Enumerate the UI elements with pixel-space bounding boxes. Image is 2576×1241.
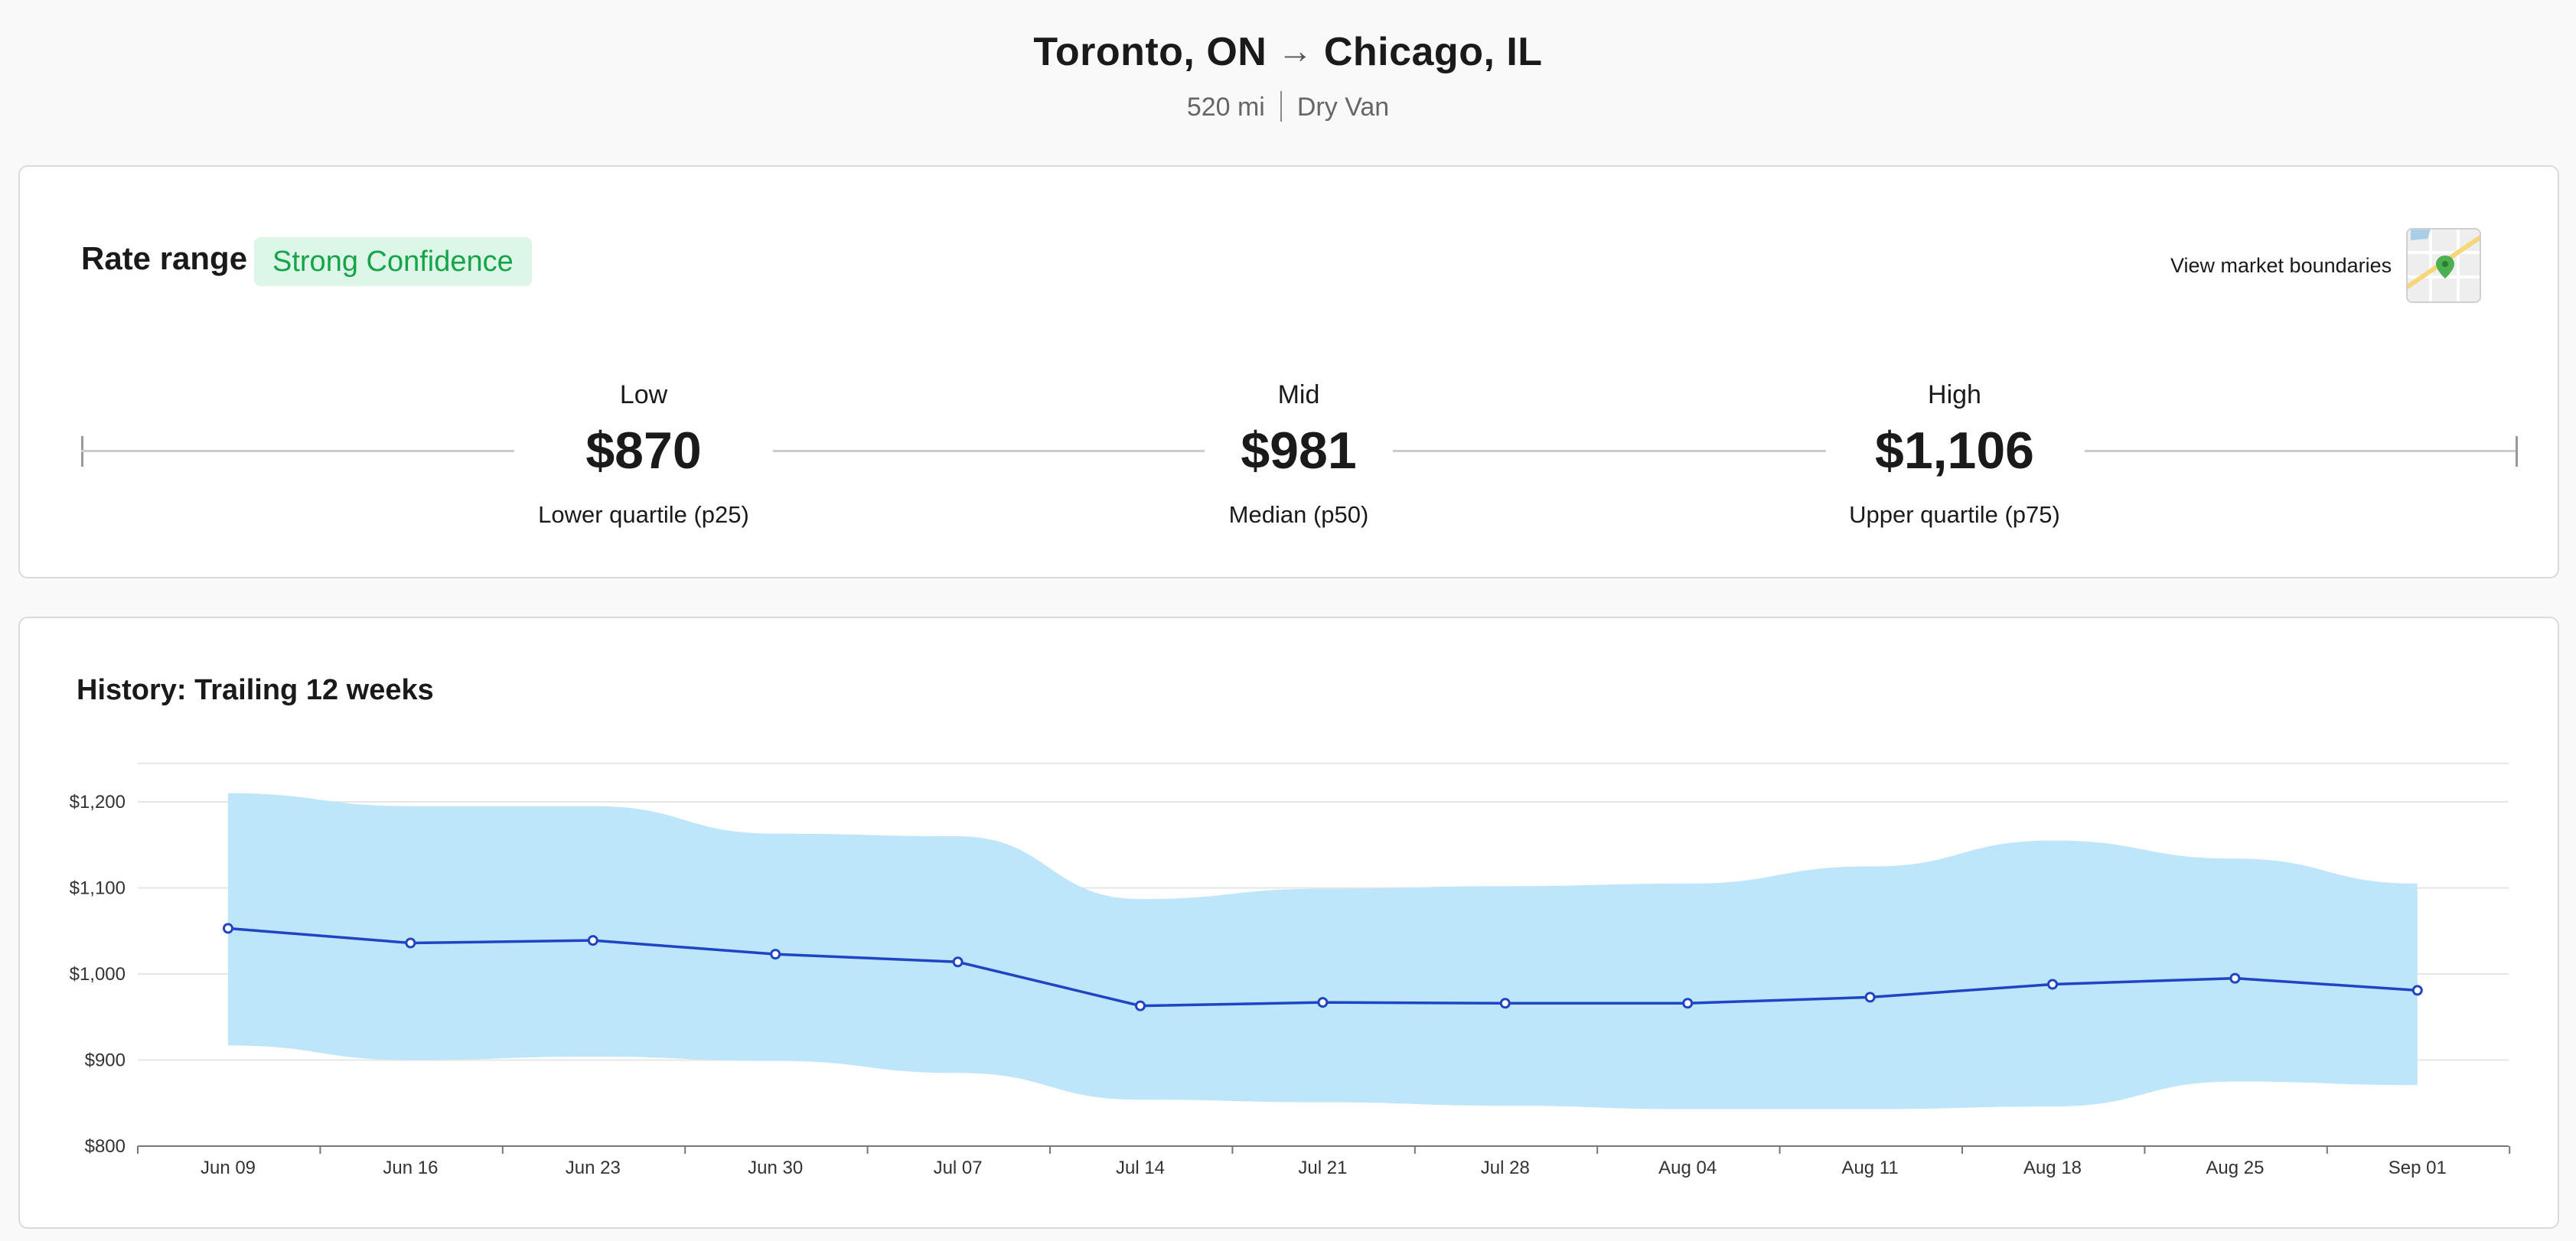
median-point xyxy=(770,949,781,960)
median-point xyxy=(223,923,233,934)
map-icon xyxy=(2408,230,2480,301)
confidence-badge: Strong Confidence xyxy=(254,237,532,286)
x-tick-label: Jul 14 xyxy=(1116,1158,1165,1178)
stat-mid-value: $981 xyxy=(1241,422,1357,480)
stat-low-desc: Lower quartile (p25) xyxy=(538,501,749,528)
lane-header: Toronto, ON → Chicago, IL 520 mi Dry Van xyxy=(0,26,2576,123)
range-line-segment xyxy=(81,450,514,452)
history-title: History: Trailing 12 weeks xyxy=(77,674,434,706)
x-tick-label: Aug 25 xyxy=(2206,1158,2264,1178)
y-tick-label: $1,200 xyxy=(70,792,126,813)
stat-mid-label: Mid xyxy=(1277,380,1320,409)
history-chart: Jun 09 Jun 16 Jun 23 Jun 30 Jul 07 Jul 14 Jul … xyxy=(70,762,2511,1178)
stat-high-label: High xyxy=(1928,380,1981,409)
x-tick-label: Aug 04 xyxy=(1658,1158,1717,1178)
median-point xyxy=(2047,979,2058,990)
stat-high-desc: Upper quartile (p75) xyxy=(1849,501,2060,528)
lane-distance: 520 mi xyxy=(1186,93,1265,122)
range-end-cap xyxy=(2516,436,2518,467)
median-point xyxy=(1864,992,1876,1003)
arrow-right-icon: → xyxy=(1277,31,1313,70)
stat-low-value: $870 xyxy=(585,422,702,480)
x-tick-label: Aug 18 xyxy=(2023,1158,2082,1178)
x-tick-label: Sep 01 xyxy=(2389,1158,2447,1178)
x-tick-label: Jul 07 xyxy=(934,1158,983,1178)
median-point xyxy=(587,935,598,946)
median-point xyxy=(2411,985,2423,996)
x-tick-label: Jul 21 xyxy=(1298,1158,1347,1178)
equipment-type: Dry Van xyxy=(1296,93,1390,122)
stat-mid-desc: Median (p50) xyxy=(1228,501,1369,528)
confidence-band xyxy=(228,793,2418,1109)
lane-details: 520 mi Dry Van xyxy=(0,91,2576,123)
median-point xyxy=(1135,1000,1146,1011)
median-point xyxy=(2229,972,2241,984)
median-point xyxy=(405,937,416,949)
range-line-segment xyxy=(773,450,1205,452)
rate-range-title: Rate range xyxy=(81,240,248,276)
view-market-boundaries-link[interactable]: View market boundaries xyxy=(2170,254,2392,277)
median-point xyxy=(1682,998,1694,1009)
median-point xyxy=(1499,998,1511,1009)
stat-low-label: Low xyxy=(619,380,668,409)
map-thumbnail[interactable] xyxy=(2406,228,2481,303)
x-tick-label: Jun 16 xyxy=(383,1158,438,1178)
origin-city: Toronto, ON xyxy=(1033,30,1267,74)
rate-range-card: Rate range Strong Confidence View market… xyxy=(18,165,2559,578)
y-tick-label: $900 xyxy=(85,1050,126,1071)
range-line-segment xyxy=(1393,450,1826,452)
x-tick-label: Jun 23 xyxy=(566,1158,621,1178)
median-point xyxy=(952,956,964,968)
history-card: History: Trailing 12 weeks Jun 09 Jun 16 J… xyxy=(18,617,2559,1229)
x-tick-label: Jun 09 xyxy=(201,1158,256,1178)
y-tick-label: $800 xyxy=(85,1136,126,1157)
median-point xyxy=(1317,997,1329,1008)
y-tick-label: $1,000 xyxy=(70,964,126,985)
x-tick-label: Aug 11 xyxy=(1841,1158,1898,1178)
stat-high-value: $1,106 xyxy=(1875,422,2034,480)
lane-route: Toronto, ON → Chicago, IL xyxy=(0,26,2576,79)
range-line-segment xyxy=(2085,450,2518,452)
x-tick-label: Jul 28 xyxy=(1481,1158,1530,1178)
divider xyxy=(1280,91,1282,122)
destination-city: Chicago, IL xyxy=(1323,30,1543,74)
x-tick-label: Jun 30 xyxy=(748,1158,803,1178)
y-tick-label: $1,100 xyxy=(70,878,126,899)
